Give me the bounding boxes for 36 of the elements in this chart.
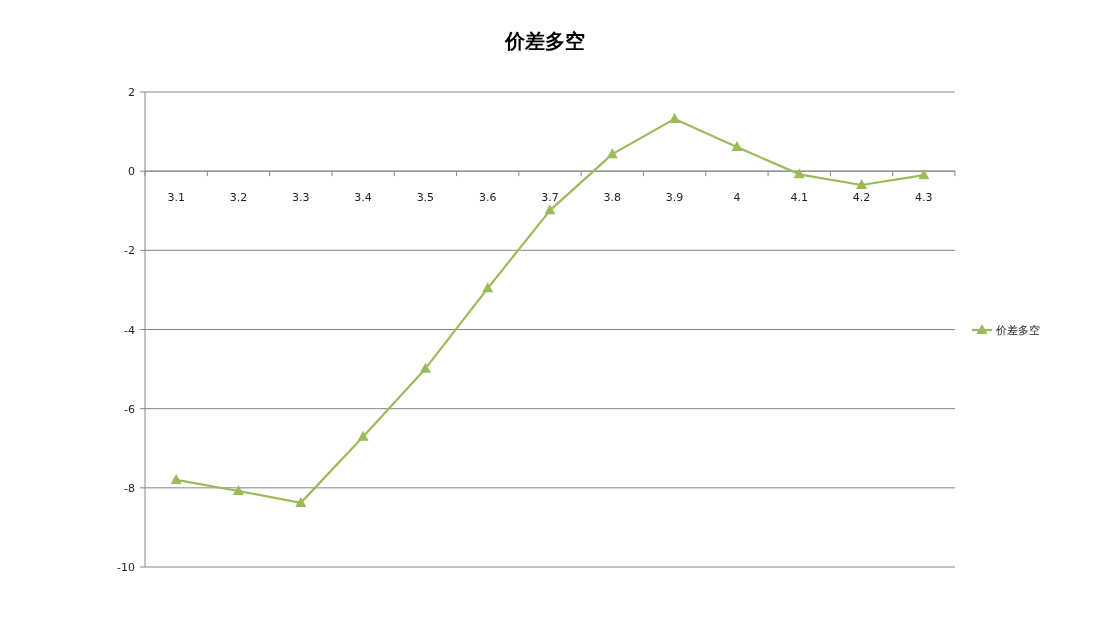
point [856,179,868,190]
point [918,169,930,180]
point [606,148,618,159]
point [170,473,182,484]
point [295,496,307,507]
x-tick-label: 3.4 [354,191,372,205]
y-tick-label: 0 [128,165,135,179]
point [482,282,494,293]
x-tick-label: 4.2 [852,191,871,205]
x-tick-label: 3.3 [292,191,310,205]
x-tick-label: 3.9 [665,191,684,205]
y-tick-label: -2 [124,244,135,258]
legend: 价差多空 [972,324,1040,337]
x-tick-label: 4 [733,191,741,205]
point [731,141,743,152]
point [544,204,556,215]
x-tick-label: 3.7 [541,191,559,205]
legend-label: 价差多空 [995,324,1040,337]
x-tick-label: 3.6 [478,191,497,205]
x-tick-label: 3.1 [167,191,185,205]
x-tick-label: 3.2 [229,191,248,205]
title: 价差多空 [505,29,585,53]
x-tick-label: 4.3 [915,191,933,205]
point [232,485,244,495]
y-tick-label: -4 [124,323,135,337]
point [419,362,431,373]
point [793,168,805,179]
x-tick-label: 3.5 [416,191,435,205]
y-tick-label: -6 [124,402,135,416]
x-tick-label: 4.1 [790,191,808,205]
point [669,112,681,123]
y-tick-label: -10 [117,561,135,574]
point [357,430,369,441]
y-tick-label: 2 [128,86,135,99]
y-tick-label: -8 [124,481,135,495]
x-tick-label: 3.8 [603,191,622,205]
